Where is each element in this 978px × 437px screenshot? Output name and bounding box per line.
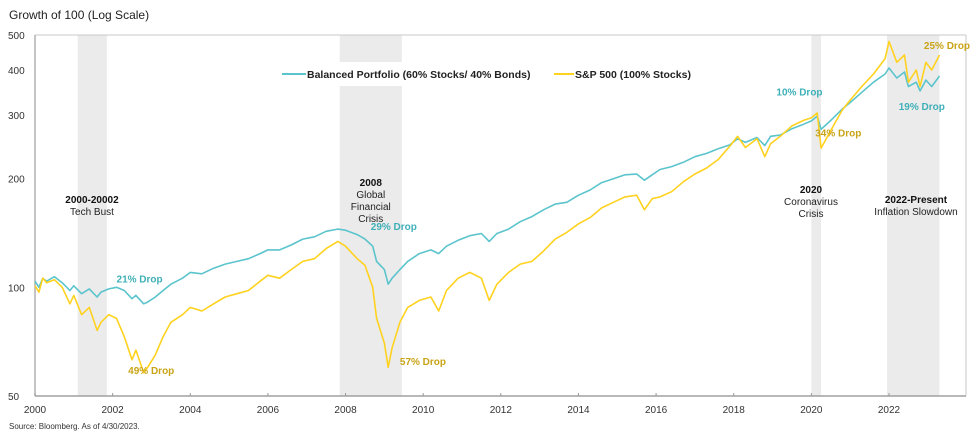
chart-title: Growth of 100 (Log Scale)	[9, 8, 150, 22]
x-tick-label: 2008	[334, 405, 357, 416]
period-title: 2022-Present	[885, 195, 948, 206]
legend-label-balanced: Balanced Portfolio (60% Stocks/ 40% Bond…	[307, 69, 530, 81]
drop-annotations: 21% Drop 49% Drop 29% Drop 57% Drop 10% Drop…	[117, 41, 971, 377]
x-tick-label: 2010	[412, 405, 435, 416]
y-tick-label: 300	[8, 111, 25, 122]
drop-annotation: 34% Drop	[815, 128, 861, 139]
shaded-period	[339, 35, 402, 396]
period-title: 2020	[800, 185, 823, 196]
drop-annotation: 19% Drop	[899, 102, 945, 113]
drop-annotation: 29% Drop	[371, 222, 417, 233]
y-tick-label: 50	[8, 392, 20, 403]
period-subtitle: Global	[356, 190, 385, 201]
drop-annotation: 49% Drop	[128, 366, 174, 377]
x-tick-label: 2022	[878, 405, 901, 416]
y-axis: 50 100 200 300 400 500	[8, 31, 25, 403]
legend: Balanced Portfolio (60% Stocks/ 40% Bond…	[276, 62, 696, 86]
drop-annotation: 21% Drop	[117, 275, 163, 286]
shaded-period	[887, 35, 940, 396]
x-axis: 2000 2002 2004 2006 2008 2010 2012 2014 2016 2018…	[24, 393, 901, 416]
x-tick-label: 2002	[102, 405, 125, 416]
drop-annotation: 25% Drop	[924, 41, 970, 52]
y-tick-label: 400	[8, 66, 25, 77]
y-tick-label: 200	[8, 175, 25, 186]
shaded-period	[811, 35, 822, 396]
drop-annotation: 57% Drop	[400, 357, 446, 368]
period-subtitle: Coronavirus	[784, 197, 838, 208]
period-title: 2000-20002	[65, 195, 119, 206]
x-tick-label: 2014	[567, 405, 590, 416]
series-line-sp500	[34, 40, 941, 374]
drop-annotation: 10% Drop	[776, 87, 822, 98]
source-note: Source: Bloomberg. As of 4/30/2023.	[9, 422, 140, 431]
period-subtitle: Financial	[351, 202, 391, 213]
y-tick-label: 100	[8, 283, 25, 294]
shaded-periods	[77, 35, 940, 396]
x-tick-label: 2016	[645, 405, 668, 416]
period-subtitle: Tech Bust	[70, 207, 114, 218]
legend-backdrop	[276, 62, 696, 86]
x-tick-label: 2004	[179, 405, 202, 416]
x-tick-label: 2000	[24, 405, 47, 416]
x-tick-label: 2012	[490, 405, 513, 416]
plot-frame	[34, 34, 967, 397]
x-tick-label: 2020	[800, 405, 823, 416]
series-lines	[34, 40, 941, 374]
legend-label-sp500: S&P 500 (100% Stocks)	[575, 69, 691, 81]
y-tick-label: 500	[8, 31, 25, 42]
period-title: 2008	[360, 178, 383, 189]
period-subtitle: Inflation Slowdown	[874, 207, 957, 218]
series-line-balanced	[34, 67, 941, 305]
x-tick-label: 2006	[257, 405, 280, 416]
shaded-period	[77, 35, 107, 396]
x-tick-label: 2018	[723, 405, 746, 416]
period-subtitle: Crisis	[358, 214, 383, 225]
period-subtitle: Crisis	[799, 209, 824, 220]
